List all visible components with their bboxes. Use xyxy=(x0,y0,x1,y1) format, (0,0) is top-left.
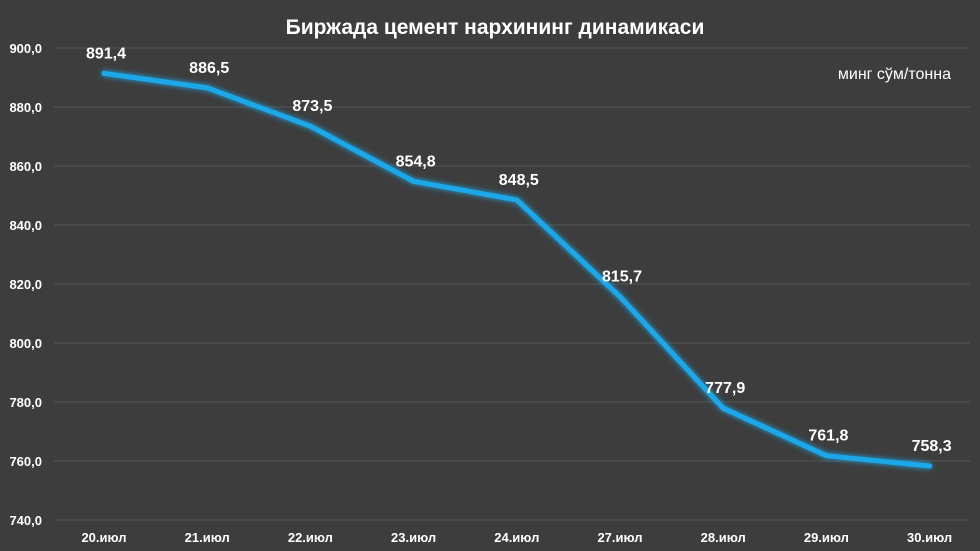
data-label: 891,4 xyxy=(86,45,126,62)
data-point xyxy=(101,70,107,76)
y-tick-label: 760,0 xyxy=(9,454,42,469)
data-label: 854,8 xyxy=(396,153,436,170)
data-labels: 891,4 886,5 873,5 854,8 848,5 815,7 777,9 761,8… xyxy=(86,45,952,455)
y-tick-label: 840,0 xyxy=(9,218,42,233)
x-tick-label: 24.июл xyxy=(494,530,539,545)
data-label: 848,5 xyxy=(499,172,539,189)
y-axis-ticks: 740,0 760,0 780,0 800,0 820,0 840,0 860,0 880,0… xyxy=(9,41,42,528)
x-axis-ticks: 20.июл 21.июл 22.июл 23.июл 24.июл 27.июл 28.и… xyxy=(81,530,952,545)
grid-lines xyxy=(54,47,970,521)
y-tick-label: 740,0 xyxy=(9,513,42,528)
data-label: 873,5 xyxy=(292,98,332,115)
y-tick-label: 860,0 xyxy=(9,159,42,174)
y-tick-label: 880,0 xyxy=(9,100,42,115)
x-tick-label: 22.июл xyxy=(288,530,333,545)
y-tick-label: 820,0 xyxy=(9,277,42,292)
x-tick-label: 20.июл xyxy=(81,530,126,545)
chart-title: Биржада цемент нархининг динамикаси xyxy=(286,16,705,39)
series-line xyxy=(101,70,933,469)
data-point xyxy=(617,294,623,300)
data-point xyxy=(720,405,726,411)
data-label: 815,7 xyxy=(602,269,642,286)
data-label: 777,9 xyxy=(705,380,745,397)
x-tick-label: 27.июл xyxy=(597,530,642,545)
y-tick-label: 780,0 xyxy=(9,395,42,410)
x-tick-label: 28.июл xyxy=(701,530,746,545)
data-point xyxy=(204,85,210,91)
y-tick-label: 900,0 xyxy=(9,41,42,56)
data-label: 758,3 xyxy=(912,438,952,455)
data-point xyxy=(927,463,933,469)
data-point xyxy=(514,197,520,203)
data-point xyxy=(823,453,829,459)
data-label: 761,8 xyxy=(808,428,848,445)
series-line-group xyxy=(101,70,933,469)
unit-label: минг сўм/тонна xyxy=(838,66,951,83)
x-tick-label: 23.июл xyxy=(391,530,436,545)
data-label: 886,5 xyxy=(189,60,229,77)
data-point xyxy=(411,178,417,184)
data-point xyxy=(307,123,313,129)
y-tick-label: 800,0 xyxy=(9,336,42,351)
x-tick-label: 21.июл xyxy=(185,530,230,545)
x-tick-label: 29.июл xyxy=(804,530,849,545)
x-tick-label: 30.июл xyxy=(907,530,952,545)
